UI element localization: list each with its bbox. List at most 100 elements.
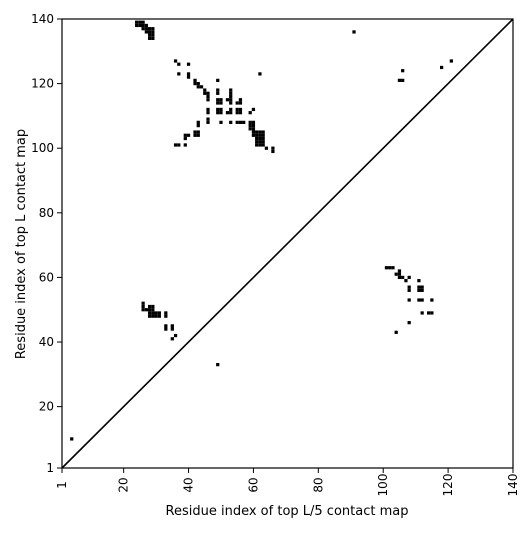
contact-point [397,275,402,280]
y-tick-label: 80 [39,206,54,220]
contact-point [248,120,252,124]
contact-point [135,23,139,28]
points-layer [70,20,453,441]
contact-point [147,33,152,37]
contact-point [420,285,424,289]
contact-point [251,127,256,131]
contact-point [255,140,259,144]
contact-point [196,120,200,124]
contact-point [141,308,145,312]
contact-point [352,30,356,34]
contact-point [206,91,210,95]
contact-point [186,62,191,66]
contact-point [420,288,424,292]
contact-point [258,130,262,134]
contact-point [151,304,155,309]
contact-point [449,59,453,63]
contact-point [173,333,178,338]
contact-point [397,78,402,82]
contact-point [420,311,424,315]
contact-point [229,94,233,99]
contact-point [420,298,424,302]
x-axis-label: Residue index of top L/5 contact map [166,504,409,519]
contact-point [384,266,389,270]
contact-point [151,314,155,318]
contact-point [238,98,243,102]
contact-point [216,363,220,367]
contact-point [147,30,152,34]
contact-point [401,78,405,82]
contact-point [261,133,265,137]
contact-point [196,85,200,89]
contact-point [186,133,191,137]
contact-point [151,33,155,37]
contact-point [203,91,207,95]
contact-point [135,20,139,24]
contact-point [216,98,220,102]
contact-point [157,311,161,315]
contact-point [271,146,275,150]
contact-point [70,437,74,441]
contact-point [430,298,434,302]
contact-point [407,275,411,280]
contact-point [173,59,178,63]
contact-point [258,133,262,137]
contact-point [186,72,191,76]
contact-point [271,149,275,154]
contact-point [144,23,148,28]
contact-point [151,30,155,34]
contact-point [141,304,145,309]
contact-point [238,111,243,115]
contact-point [264,146,269,150]
contact-point [248,127,252,131]
contact-point [394,272,398,276]
contact-point [258,136,262,141]
contact-point [258,72,262,76]
contact-point [147,308,152,312]
contact-point [206,111,210,115]
contact-point [216,107,220,112]
contact-point [417,298,421,302]
contact-point [196,133,200,137]
contact-point [251,107,256,112]
contact-point [138,23,142,28]
contact-point [255,130,259,134]
contact-point [193,81,197,86]
contact-point [407,285,411,289]
contact-point [147,311,152,315]
contact-point [439,65,444,70]
diagonal-line [61,18,514,469]
x-tick-label: 80 [311,477,325,492]
contact-point [216,91,220,95]
contact-point [229,91,233,95]
x-axis: 1 20 40 60 80 100 120 140 [55,468,520,496]
contact-point [261,143,265,147]
contact-point [170,324,174,328]
contact-point [391,266,395,270]
contact-point [144,30,148,34]
contact-point [397,272,402,276]
contact-point [251,130,256,134]
y-axis-label: Residue index of top L contact map [14,129,29,359]
contact-point [229,98,233,102]
contact-point [147,304,152,309]
contact-point [141,301,145,305]
contact-point [394,330,398,334]
contact-point [177,72,181,76]
contact-point [164,311,168,315]
contact-point [407,288,411,292]
contact-point [248,123,252,128]
contact-point [144,308,148,312]
contact-point [186,75,191,79]
contact-point [258,140,262,144]
contact-point [407,321,411,325]
contact-point [193,130,197,134]
contact-point [427,311,431,315]
contact-point [235,120,239,124]
contact-point [216,101,220,105]
contact-point [251,120,256,124]
contact-point [193,133,197,137]
contact-point [141,23,145,28]
